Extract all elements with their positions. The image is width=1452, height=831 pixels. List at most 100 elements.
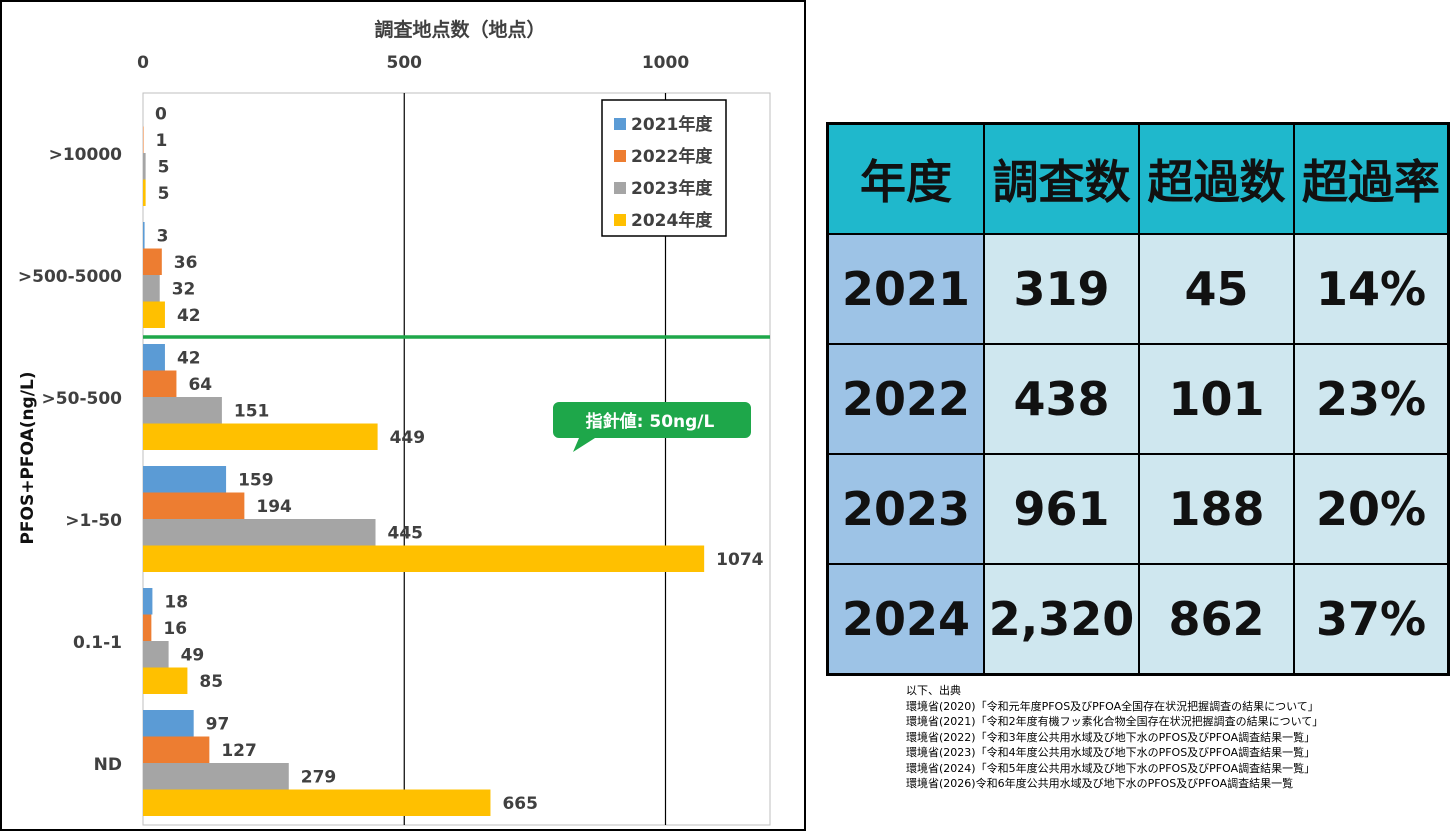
bar-value-label: 151 xyxy=(234,401,270,421)
bar xyxy=(143,301,165,328)
bar-value-label: 0 xyxy=(155,104,167,124)
table-row: 2022 438 101 23% xyxy=(826,343,1450,455)
bar xyxy=(143,423,378,450)
bar xyxy=(143,588,153,615)
table-row: 2021 319 45 14% xyxy=(826,233,1450,345)
cell-exceed-count: 45 xyxy=(1138,233,1295,345)
bar-value-label: 32 xyxy=(172,279,196,299)
header-exceed-rate: 超過率 xyxy=(1293,122,1450,235)
bar xyxy=(143,519,376,546)
bar-value-label: 97 xyxy=(206,714,230,734)
bar-value-label: 5 xyxy=(158,157,170,177)
legend-swatch xyxy=(614,214,626,226)
bar-value-label: 64 xyxy=(188,375,212,395)
cell-exceed-rate: 23% xyxy=(1293,343,1450,455)
legend-box xyxy=(601,99,727,237)
legend-swatch xyxy=(614,118,626,130)
bar-value-label: 85 xyxy=(199,672,223,692)
source-item: 環境省(2022)「令和3年度公共用水域及び地下水のPFOS及びPFOA調査結果… xyxy=(906,730,1316,744)
bar xyxy=(143,614,152,641)
source-item: 環境省(2023)「令和4年度公共用水域及び地下水のPFOS及びPFOA調査結果… xyxy=(906,746,1316,759)
bar-value-label: 194 xyxy=(256,497,292,517)
bar xyxy=(143,667,188,694)
cell-survey-count: 961 xyxy=(983,453,1140,565)
y-axis-title: PFOS+PFOA(ng/L) xyxy=(18,371,38,544)
source-item: 環境省(2026)令和6年度公共用水域及び地下水のPFOS及びPFOA調査結果一… xyxy=(906,777,1294,790)
x-tick-label: 0 xyxy=(137,53,149,73)
cell-exceed-rate: 20% xyxy=(1293,453,1450,565)
bar xyxy=(143,126,144,153)
bar xyxy=(143,248,162,275)
bar-value-label: 159 xyxy=(238,470,274,490)
header-exceed-count: 超過数 xyxy=(1138,122,1295,235)
cell-survey-count: 319 xyxy=(983,233,1140,345)
cell-exceed-count: 188 xyxy=(1138,453,1295,565)
category-label: >1-50 xyxy=(65,511,122,531)
bar-value-label: 127 xyxy=(221,741,256,761)
cell-year: 2023 xyxy=(826,453,985,565)
bar xyxy=(143,492,245,519)
cell-year: 2022 xyxy=(826,343,985,455)
bar-value-label: 1074 xyxy=(716,550,763,570)
x-tick-label: 500 xyxy=(387,53,423,73)
category-label: >50-500 xyxy=(42,389,123,409)
cell-exceed-rate: 14% xyxy=(1293,233,1450,345)
cell-exceed-rate: 37% xyxy=(1293,563,1450,676)
bar xyxy=(143,275,160,302)
category-label: ND xyxy=(94,755,122,775)
cell-year: 2024 xyxy=(826,563,985,676)
bar-value-label: 445 xyxy=(388,523,424,543)
bar-value-label: 5 xyxy=(158,184,170,204)
table-row: 2023 961 188 20% xyxy=(826,453,1450,565)
bar xyxy=(143,710,194,737)
bar-chart: 0 500 1000 調査地点数（地点） PFOS+PFOA(ng/L) >10000 0 1… xyxy=(18,18,771,826)
category-label: >10000 xyxy=(49,145,123,165)
bar xyxy=(143,370,177,397)
header-survey-count: 調査数 xyxy=(983,122,1140,235)
bar xyxy=(143,153,146,180)
legend-swatch xyxy=(614,150,626,162)
cell-exceed-count: 101 xyxy=(1138,343,1295,455)
bar-value-label: 49 xyxy=(181,645,205,665)
bar xyxy=(143,179,146,206)
bar-value-label: 16 xyxy=(163,619,187,639)
guideline-label: 指針値: 50ng/L xyxy=(586,411,715,432)
legend-label: 2022年度 xyxy=(631,146,713,167)
source-item: 環境省(2021)「令和2年度有機フッ素化合物全国存在状況把握調査の結果について… xyxy=(906,715,1324,728)
source-item: 環境省(2024)「令和5年度公共用水域及び地下水のPFOS及びPFOA調査結果… xyxy=(906,761,1316,775)
bar-value-label: 3 xyxy=(157,226,169,246)
bar xyxy=(143,736,210,763)
legend-label: 2024年度 xyxy=(631,210,713,231)
bar xyxy=(143,222,145,249)
bar xyxy=(143,397,222,424)
cell-survey-count: 438 xyxy=(983,343,1140,455)
cell-year: 2021 xyxy=(826,233,985,345)
bar-value-label: 42 xyxy=(177,348,201,368)
cell-exceed-count: 862 xyxy=(1138,563,1295,676)
bar-value-label: 42 xyxy=(177,306,201,326)
bar-value-label: 36 xyxy=(174,253,198,273)
bar xyxy=(143,763,289,790)
bar-value-label: 665 xyxy=(502,794,538,814)
guideline-callout xyxy=(553,402,751,452)
x-axis-title: 調査地点数（地点） xyxy=(374,18,545,41)
bar-value-label: 18 xyxy=(164,592,188,612)
source-list: 以下、出典 環境省(2020)「令和元年度PFOS及びPFOA全国存在状況把握調… xyxy=(906,683,1323,792)
legend-label: 2023年度 xyxy=(631,178,713,199)
bar-value-label: 449 xyxy=(390,428,426,448)
table-header-row: 年度 調査数 超過数 超過率 xyxy=(826,122,1450,235)
bar xyxy=(143,344,165,371)
legend-swatch xyxy=(614,182,626,194)
header-year: 年度 xyxy=(826,122,985,235)
summary-table: 年度 調査数 超過数 超過率 2021 319 45 14% 2022 438 … xyxy=(826,122,1450,676)
cell-survey-count: 2,320 xyxy=(983,563,1140,676)
bar xyxy=(143,466,227,493)
legend-label: 2021年度 xyxy=(631,114,713,135)
category-label: >500-5000 xyxy=(18,267,122,287)
bar xyxy=(143,545,705,572)
source-heading: 以下、出典 xyxy=(906,684,961,697)
source-item: 環境省(2020)「令和元年度PFOS及びPFOA全国存在状況把握調査の結果につ… xyxy=(906,699,1319,713)
table-row: 2024 2,320 862 37% xyxy=(826,563,1450,676)
bar xyxy=(143,789,491,816)
category-label: 0.1-1 xyxy=(73,633,122,653)
